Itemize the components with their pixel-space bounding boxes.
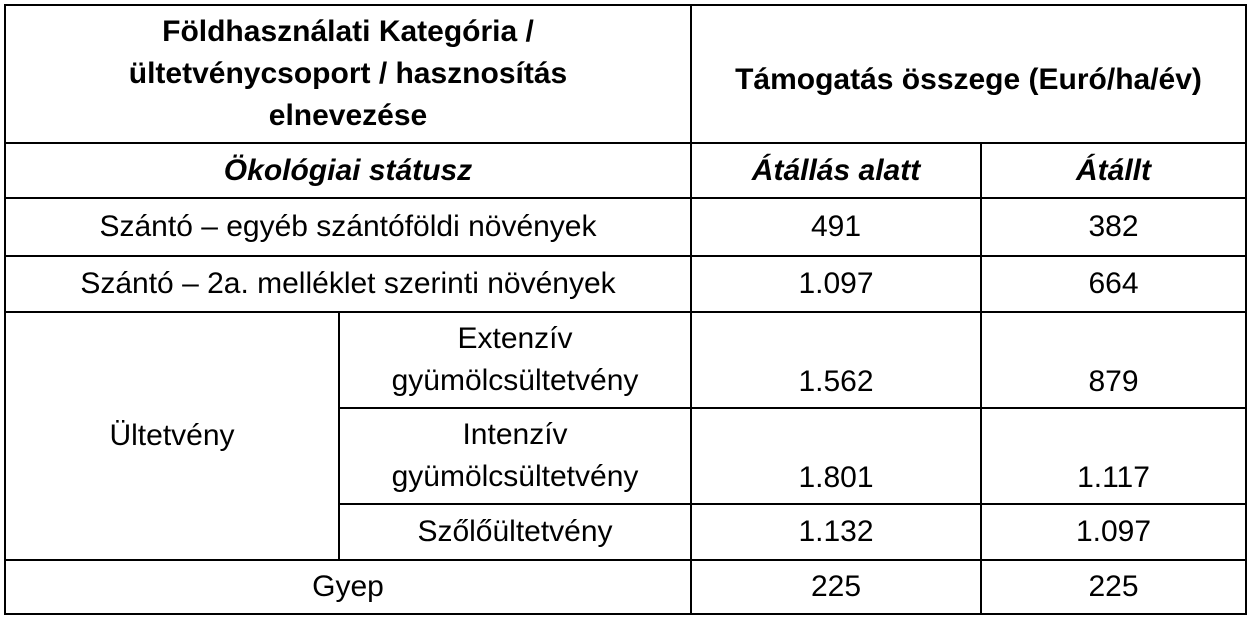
group-label: Ültetvény	[4, 311, 340, 561]
row: Intenzív gyümölcsültetvény 1.801 1.117	[5, 407, 1247, 505]
subheader-cell: Átállt	[980, 142, 1247, 199]
row: Szántó – egyéb szántóföldi növények 491 …	[4, 197, 1247, 257]
subheader-row: Ökológiai státusz Átállás alatt Átállt	[4, 142, 1247, 199]
value-cell: 1.097	[690, 255, 982, 313]
row-label: Gyep	[4, 559, 692, 615]
subheader-cell: Ökológiai státusz	[4, 142, 692, 199]
row-label: Szőlőültetvény	[338, 503, 692, 561]
value-cell: 1.801	[690, 407, 982, 505]
header-row: Földhasználati Kategória / ültetvénycsop…	[4, 4, 1247, 144]
row-label: Szántó – egyéb szántóföldi növények	[4, 197, 692, 257]
header-cell: Földhasználati Kategória / ültetvénycsop…	[4, 4, 692, 144]
value-cell: 879	[980, 311, 1247, 409]
row-label: Extenzív gyümölcsültetvény	[338, 311, 692, 409]
row: Ültetvény Extenzív gyümölcsültetvény 1.5…	[4, 311, 1247, 561]
value-cell: 491	[690, 197, 982, 257]
value-cell: 1.117	[980, 407, 1247, 505]
row-label: Szántó – 2a. melléklet szerinti növények	[4, 255, 692, 313]
value-cell: 1.562	[690, 311, 982, 409]
value-cell: 1.132	[690, 503, 982, 561]
row-label: Intenzív gyümölcsültetvény	[338, 407, 692, 505]
value-cell: 225	[980, 559, 1247, 615]
row: Gyep 225 225	[4, 559, 1247, 615]
header-cell: Támogatás összege (Euró/ha/év)	[690, 4, 1247, 144]
value-cell: 382	[980, 197, 1247, 257]
subheader-cell: Átállás alatt	[690, 142, 982, 199]
value-cell: 225	[690, 559, 982, 615]
row: Szántó – 2a. melléklet szerinti növények…	[4, 255, 1247, 313]
value-cell: 1.097	[980, 503, 1247, 561]
support-table: Földhasználati Kategória / ültetvénycsop…	[4, 4, 1247, 615]
value-cell: 664	[980, 255, 1247, 313]
row: Szőlőültetvény 1.132 1.097	[5, 503, 1247, 561]
